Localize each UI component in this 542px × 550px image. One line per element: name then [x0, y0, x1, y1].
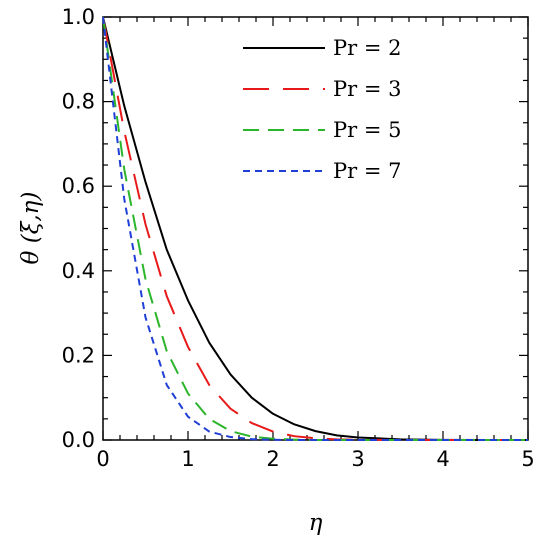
x-axis-label: η — [309, 510, 323, 536]
legend-label: Pr = 5 — [333, 118, 401, 142]
plot-frame — [102, 16, 529, 441]
series-line-3 — [102, 16, 528, 441]
x-tick-label: 0 — [96, 447, 109, 471]
y-tick-label: 0.8 — [62, 90, 95, 114]
legend-label: Pr = 2 — [333, 36, 401, 60]
y-axis-label: θ (ξ,η) — [18, 192, 44, 265]
x-tick-label: 2 — [266, 447, 279, 471]
legend-label: Pr = 3 — [333, 77, 401, 101]
series-lines — [102, 16, 528, 441]
x-tick-label: 3 — [351, 447, 364, 471]
axis-ticks — [102, 16, 529, 441]
series-line-4 — [102, 16, 528, 441]
y-tick-label: 1.0 — [62, 5, 95, 29]
y-tick-label: 0.6 — [62, 174, 95, 198]
x-tick-label: 5 — [521, 447, 534, 471]
legend: Pr = 2 Pr = 3 Pr = 5 Pr = 7 — [243, 36, 401, 183]
legend-label: Pr = 7 — [333, 159, 401, 183]
y-tick-label: 0.4 — [62, 259, 95, 283]
y-tick-label: 0.0 — [62, 428, 95, 452]
x-tick-label: 4 — [436, 447, 449, 471]
x-tick-label: 1 — [181, 447, 194, 471]
y-tick-label: 0.2 — [62, 343, 95, 367]
series-line-1 — [102, 16, 528, 441]
tick-labels: 0 1 2 3 4 5 0.0 0.2 0.4 0.6 0.8 1.0 — [62, 5, 535, 471]
series-line-2 — [102, 16, 528, 441]
